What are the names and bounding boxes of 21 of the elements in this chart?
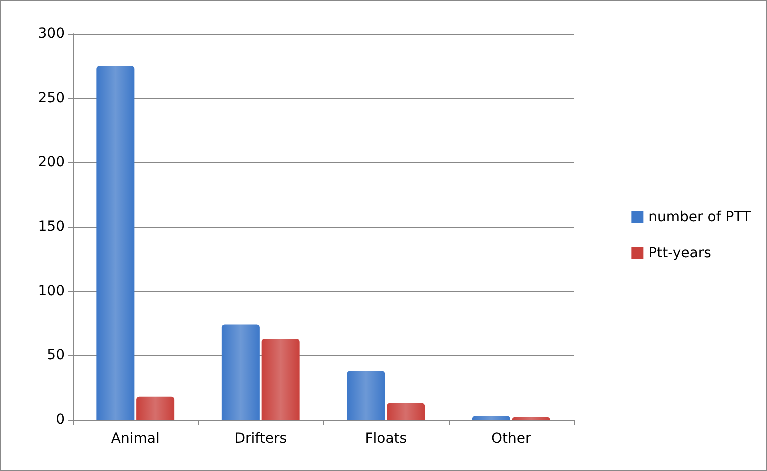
y-tick-label: 250	[38, 90, 65, 106]
y-tick-label: 100	[38, 283, 65, 300]
y-tick-label: 200	[38, 154, 65, 171]
bar	[512, 417, 550, 420]
y-tick-label: 50	[47, 348, 65, 364]
bar	[387, 403, 426, 420]
x-tick-label: Floats	[365, 431, 408, 447]
y-tick-label: 150	[38, 219, 65, 235]
legend-label: number of PTT	[648, 210, 752, 226]
y-tick-label: 300	[38, 26, 65, 42]
x-tick-label: Drifters	[234, 431, 288, 447]
legend-label: Ptt-years	[648, 246, 712, 262]
bar	[472, 416, 510, 420]
bar	[136, 396, 175, 420]
bar	[262, 338, 300, 420]
x-tick-label: Other	[491, 431, 532, 447]
bar	[96, 66, 135, 420]
y-tick-label: 0	[56, 412, 65, 428]
bar	[347, 371, 386, 420]
bar	[222, 324, 260, 420]
x-tick-label: Animal	[111, 431, 160, 447]
